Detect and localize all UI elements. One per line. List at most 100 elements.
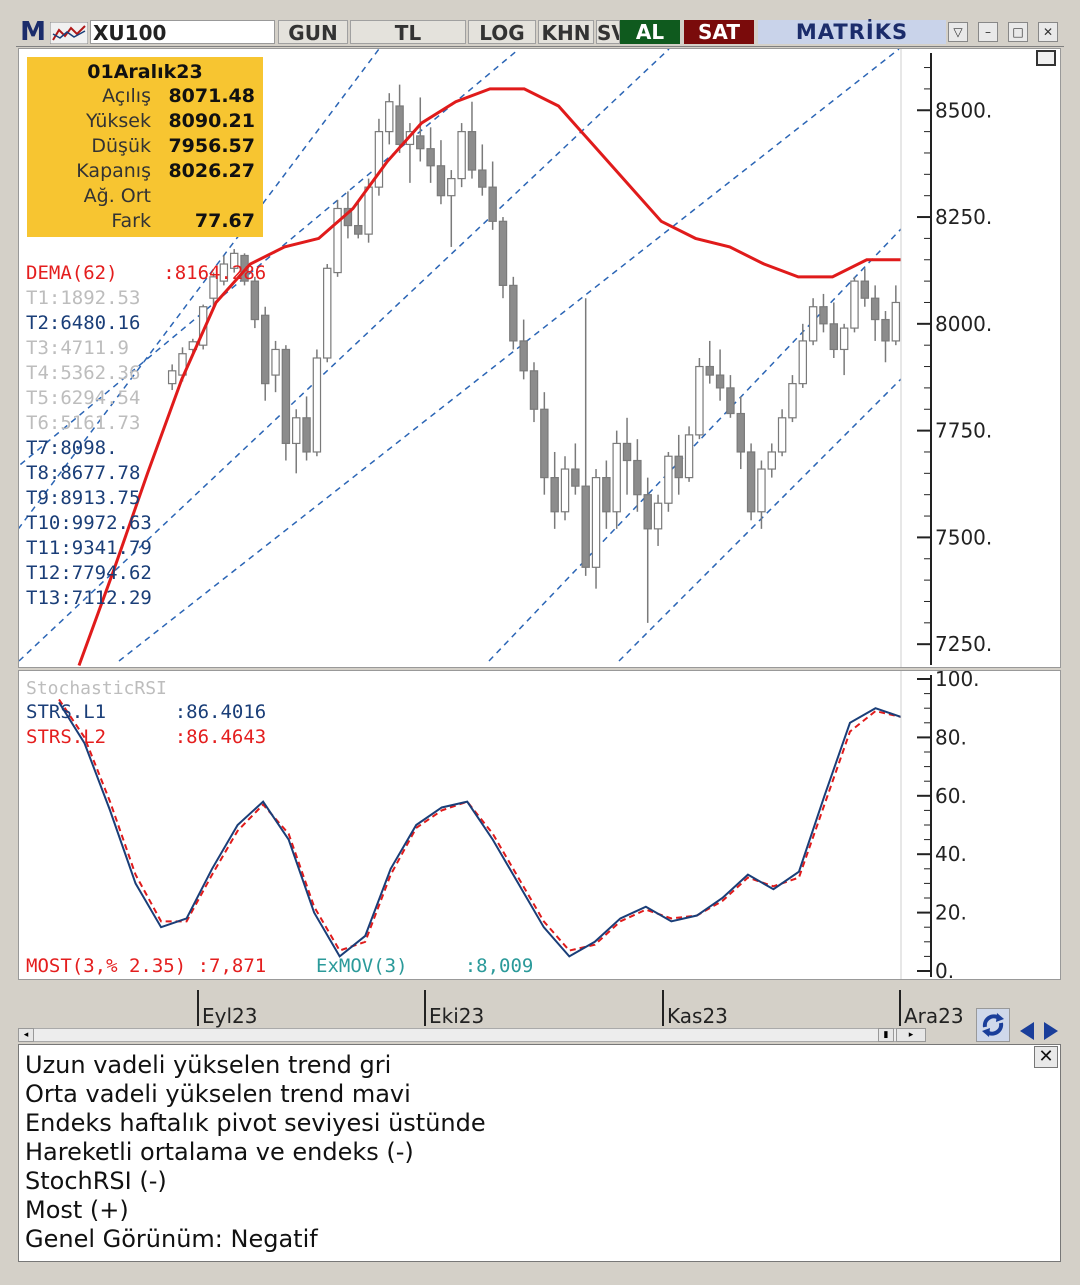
candle-body [519,340,528,372]
candle-body [715,374,725,389]
comment-line: Orta vadeli yükselen trend mavi [25,1080,411,1108]
candle-body [643,494,652,530]
candle-body [695,365,704,436]
ohlc-value: 8026.27 [168,160,255,182]
candle-body [219,263,229,282]
ohlc-value: 8071.48 [168,85,255,107]
osc-tick-label: 20. [935,901,967,925]
candle-body [529,370,539,410]
candle-body [457,131,466,180]
khn-button[interactable]: KHN [538,20,594,44]
close-icon[interactable]: ✕ [1038,22,1058,42]
time-label: Kas23 [667,1004,728,1028]
osc-tick-label: 0. [935,959,954,979]
candle-body [591,477,601,568]
candle-body [664,455,673,504]
candle-body [416,135,425,150]
scroll-thumb[interactable]: ▮ [878,1028,894,1042]
time-label: Ara23 [904,1004,964,1028]
candle-body [705,365,714,376]
minimize-icon[interactable]: – [978,22,998,42]
scroll-right-icon[interactable]: ▸ [896,1028,926,1042]
candle-body [436,165,446,197]
ohlc-label: Ağ. Ort [83,185,151,207]
candle-body [488,186,497,222]
period-button[interactable]: GUN [278,20,348,44]
log-button[interactable]: LOG [468,20,536,44]
candle-body [395,105,404,146]
ohlc-row: Açılış 8071.48 [27,85,263,110]
trend-channel-line [488,228,902,662]
candle-body [571,468,580,487]
dropdown-icon[interactable]: ▽ [948,22,968,42]
ohlc-label: Açılış [102,85,151,107]
osc-tick-label: 60. [935,784,967,808]
horizontal-scrollbar[interactable] [18,1028,926,1042]
candle-body [788,383,797,419]
dema-readout: DEMA(62) :8164.286 [26,262,267,284]
panel-maximize-icon [1036,50,1056,66]
candle-body [354,224,363,235]
candle-body [509,284,518,342]
comment-line: Uzun vadeli yükselen trend gri [25,1051,392,1079]
candle-body [209,276,218,299]
osc-tick-label: 40. [935,842,967,866]
oscillator-panel[interactable]: 100. 80. 60. 40. 20. 0. [18,667,1061,983]
candle-body [271,348,280,376]
candle-body [302,417,311,453]
comment-close-icon[interactable]: ✕ [1034,1046,1058,1068]
trend-readout: T4:5362.36 [26,362,141,384]
candle-body [850,280,859,329]
ohlc-row: Fark 77.67 [27,210,263,235]
ohlc-value: 8090.21 [168,110,255,132]
trend-readout: T5:6294.54 [26,387,141,409]
candle-body [260,314,270,385]
candle-body [581,485,590,568]
time-tick [662,990,664,1026]
candle-body [281,348,291,445]
nav-arrows[interactable] [1016,1020,1062,1042]
candle-body [891,301,901,342]
refresh-icon[interactable] [976,1008,1010,1042]
candle-body [777,417,787,453]
candle-body [726,387,735,415]
candle-body [426,148,435,167]
stochrsi-l1-readout: STRS.L1 :86.4016 [26,701,267,723]
trend-channel-line [618,378,902,662]
candle-body [602,477,611,513]
maximize-icon[interactable]: □ [1008,22,1028,42]
comment-panel: Uzun vadeli yükselen trend gri Orta vade… [18,1044,1061,1262]
stochrsi-chart[interactable]: 100. 80. 60. 40. 20. 0. [19,667,1060,983]
ohlc-row: Düşük 7956.57 [27,135,263,160]
candle-body [829,323,839,351]
sell-button[interactable]: SAT [684,20,754,44]
candle-body [819,306,828,325]
candle-body [250,280,260,321]
candle-body [674,455,683,479]
ohlc-row: Ağ. Ort [27,185,263,210]
symbol-input[interactable]: XU100 [90,20,275,45]
candle-body [333,207,342,274]
price-chart[interactable]: 8500. 8250. 8000. 7750. 7500. 7250. [0,48,1060,667]
ohlc-date: 01Aralık23 [87,61,203,83]
trend-readout: T9:8913.75 [26,487,141,509]
candle-body [323,267,332,359]
sv-button[interactable]: SV [596,20,620,44]
ohlc-label: Yüksek [85,110,151,132]
trend-readout: T7:8098. [26,437,118,459]
trend-readout: T8:8677.78 [26,462,141,484]
currency-button[interactable]: TL [350,20,466,44]
ohlc-value: 7956.57 [168,135,255,157]
candle-body [447,178,456,197]
ohlc-label: Kapanış [76,160,151,182]
trend-readout: T10:9972.63 [26,512,152,534]
oscillator-name: StochasticRSI [26,678,167,699]
comment-line: Most (+) [25,1196,129,1224]
candle-body [684,434,694,479]
buy-button[interactable]: AL [620,20,680,44]
trend-readout: T6:5161.73 [26,412,141,434]
chart-type-icon[interactable] [49,21,89,45]
scroll-left-icon[interactable]: ◂ [18,1028,34,1042]
nav-right-icon [1044,1022,1058,1040]
candle-body [292,417,301,445]
